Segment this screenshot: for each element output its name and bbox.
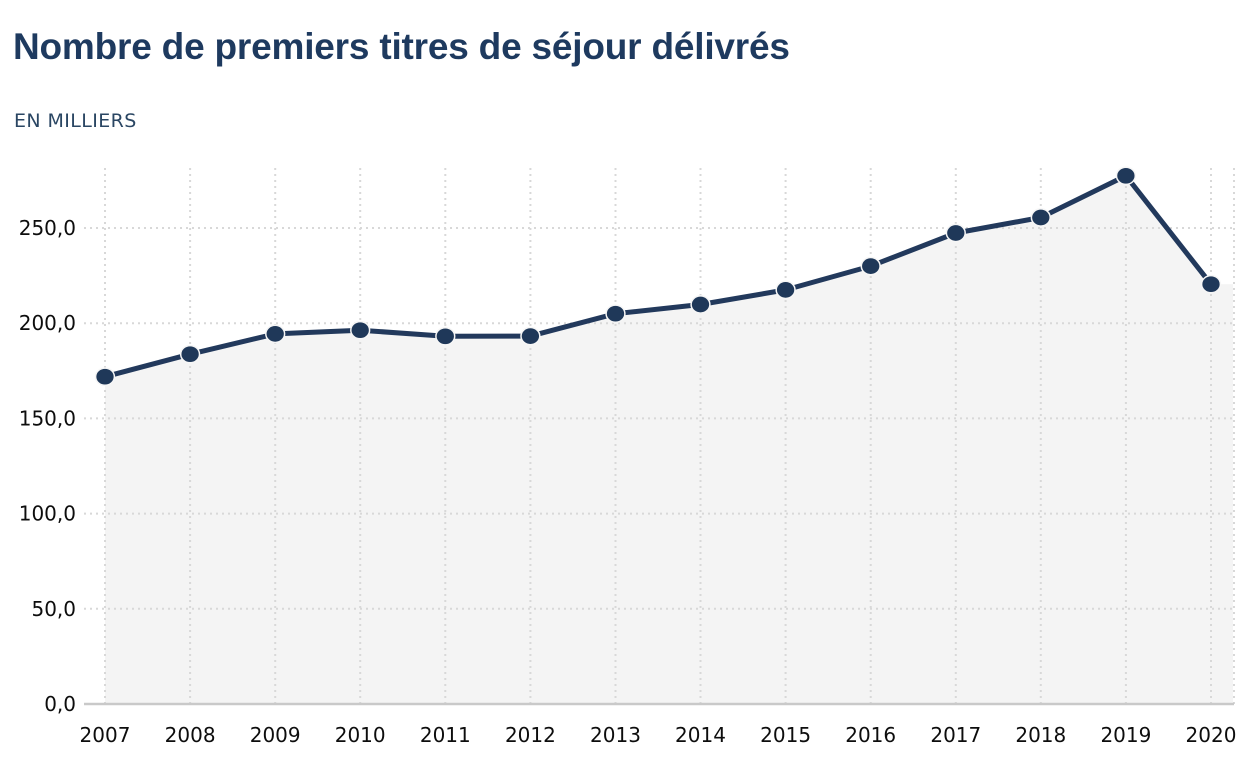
x-tick-label: 2009 — [250, 723, 301, 747]
x-tick-label: 2010 — [335, 723, 386, 747]
data-point — [945, 223, 966, 243]
data-line — [102, 173, 1214, 380]
data-point — [179, 344, 201, 364]
data-point — [775, 280, 796, 300]
x-tick-label: 2007 — [80, 723, 131, 747]
y-tick-label: 250,0 — [19, 216, 76, 240]
y-tick-label: 0,0 — [44, 692, 76, 716]
y-tick-label: 200,0 — [19, 311, 76, 335]
chart-subtitle-unit: EN MILLIERS — [14, 110, 137, 132]
data-point — [265, 324, 286, 344]
x-tick-label: 2013 — [590, 723, 641, 747]
data-point — [1200, 274, 1222, 294]
data-point — [690, 295, 711, 314]
y-tick-label: 150,0 — [19, 406, 76, 430]
x-tick-label: 2012 — [505, 723, 556, 747]
x-tick-label: 2015 — [760, 723, 811, 747]
y-tick-label: 50,0 — [31, 597, 76, 621]
data-point — [1115, 166, 1137, 186]
data-point — [520, 326, 541, 346]
data-point — [605, 304, 626, 324]
data-point — [94, 367, 116, 387]
x-tick-label: 2011 — [420, 723, 471, 747]
x-tick-label: 2016 — [845, 723, 896, 747]
y-tick-label: 100,0 — [19, 502, 76, 526]
x-tick-label: 2017 — [930, 723, 981, 747]
area-fill — [105, 175, 1233, 705]
x-tick-label: 2018 — [1015, 723, 1066, 747]
x-tick-label: 2008 — [165, 723, 216, 747]
data-point — [435, 326, 456, 346]
x-tick-label: 2014 — [675, 723, 726, 747]
data-point — [350, 320, 371, 340]
data-point — [860, 256, 881, 276]
data-point — [1030, 208, 1051, 227]
x-tick-label: 2020 — [1186, 723, 1237, 747]
x-tick-label: 2019 — [1100, 723, 1151, 747]
chart-title: Nombre de premiers titres de séjour déli… — [13, 26, 790, 67]
